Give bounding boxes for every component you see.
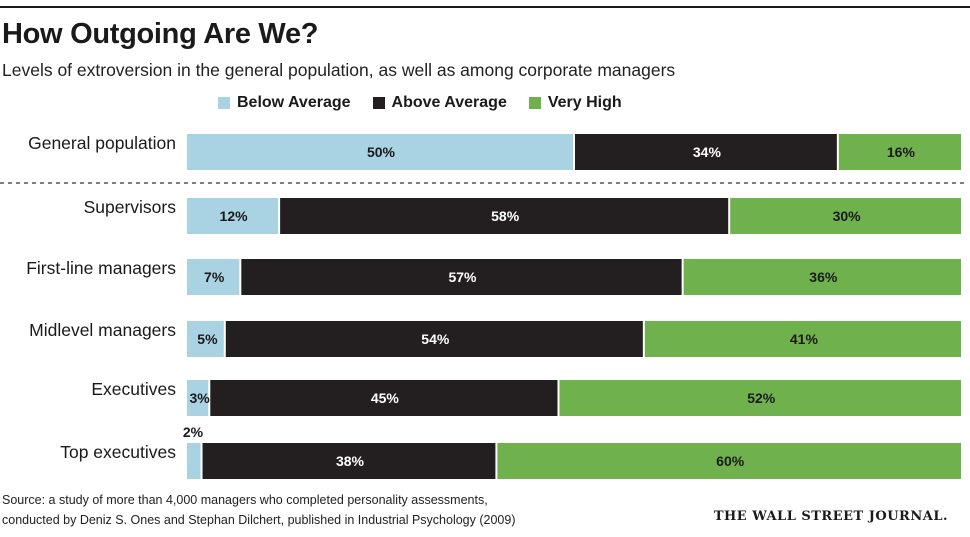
category-label-top-executives: Top executives	[60, 442, 176, 462]
legend-label-very-high: Very High	[547, 94, 622, 111]
data-label-supervisors-above-average: 58%	[491, 208, 520, 224]
bar-midlevel-managers-below-average	[187, 321, 224, 357]
bar-executives-above-average	[210, 380, 558, 416]
legend-label-above-average: Above Average	[391, 94, 507, 111]
data-label-general-population-above-average: 34%	[693, 144, 722, 160]
source-line-2: conducted by Deniz S. Ones and Stephan D…	[2, 513, 516, 527]
bar-top-executives-very-high	[497, 443, 961, 479]
bar-top-executives-below-average	[187, 443, 201, 479]
bar-first-line-managers-below-average	[187, 259, 240, 295]
bar-top-executives-above-average	[202, 443, 496, 479]
top-rule	[0, 6, 970, 8]
legend-swatch-below-average	[218, 97, 230, 109]
data-label-supervisors-very-high: 30%	[833, 208, 862, 224]
bar-first-line-managers-very-high	[683, 259, 961, 295]
data-label-general-population-very-high: 16%	[887, 144, 916, 160]
legend-item-below-average: Below Average	[218, 94, 351, 112]
chart-title: How Outgoing Are We?	[2, 18, 319, 50]
category-label-supervisors: Supervisors	[84, 197, 177, 217]
bar-midlevel-managers-above-average	[225, 321, 643, 357]
legend-item-above-average: Above Average	[372, 94, 507, 112]
bar-executives-very-high	[559, 380, 961, 416]
chart-subtitle: Levels of extroversion in the general po…	[2, 60, 676, 80]
legend-item-very-high: Very High	[528, 94, 622, 112]
data-label-top-executives-above-average: 38%	[336, 453, 365, 469]
data-label-midlevel-managers-very-high: 41%	[790, 331, 819, 347]
data-label-first-line-managers-above-average: 57%	[448, 269, 477, 285]
stacked-bar-chart: General population 50% 34% 16% Supervisors 12…	[0, 133, 968, 479]
bar-general-population-below-average	[187, 134, 573, 170]
category-label-first-line-managers: First-line managers	[26, 258, 176, 278]
category-label-general-population: General population	[28, 133, 176, 153]
category-label-midlevel-managers: Midlevel managers	[29, 320, 176, 340]
data-label-top-executives-below-average: 2%	[183, 424, 204, 440]
bar-general-population-above-average	[575, 134, 837, 170]
bar-supervisors-above-average	[280, 198, 729, 234]
data-label-executives-very-high: 52%	[747, 390, 776, 406]
source-note: Source: a study of more than 4,000 manag…	[2, 490, 516, 530]
bar-executives-below-average	[187, 380, 209, 416]
data-label-midlevel-managers-below-average: 5%	[197, 331, 218, 347]
bar-first-line-managers-above-average	[241, 259, 682, 295]
data-label-midlevel-managers-above-average: 54%	[421, 331, 450, 347]
legend-swatch-above-average	[372, 97, 385, 109]
legend-label-below-average: Below Average	[237, 94, 351, 111]
legend: Below Average Above Average Very High	[218, 94, 644, 112]
bar-general-population-very-high	[838, 134, 961, 170]
data-label-executives-below-average: 3%	[190, 390, 211, 406]
legend-swatch-very-high	[528, 97, 541, 109]
publisher-logo: THE WALL STREET JOURNAL.	[713, 509, 948, 524]
data-label-first-line-managers-very-high: 36%	[809, 269, 838, 285]
data-label-top-executives-very-high: 60%	[716, 453, 745, 469]
data-label-executives-above-average: 45%	[371, 390, 400, 406]
bar-supervisors-very-high	[730, 198, 961, 234]
category-label-executives: Executives	[91, 379, 176, 399]
data-label-supervisors-below-average: 12%	[220, 208, 249, 224]
data-label-first-line-managers-below-average: 7%	[204, 269, 225, 285]
source-line-1: Source: a study of more than 4,000 manag…	[2, 493, 488, 507]
bar-midlevel-managers-very-high	[644, 321, 961, 357]
data-label-general-population-below-average: 50%	[367, 144, 396, 160]
bar-supervisors-below-average	[187, 198, 279, 234]
